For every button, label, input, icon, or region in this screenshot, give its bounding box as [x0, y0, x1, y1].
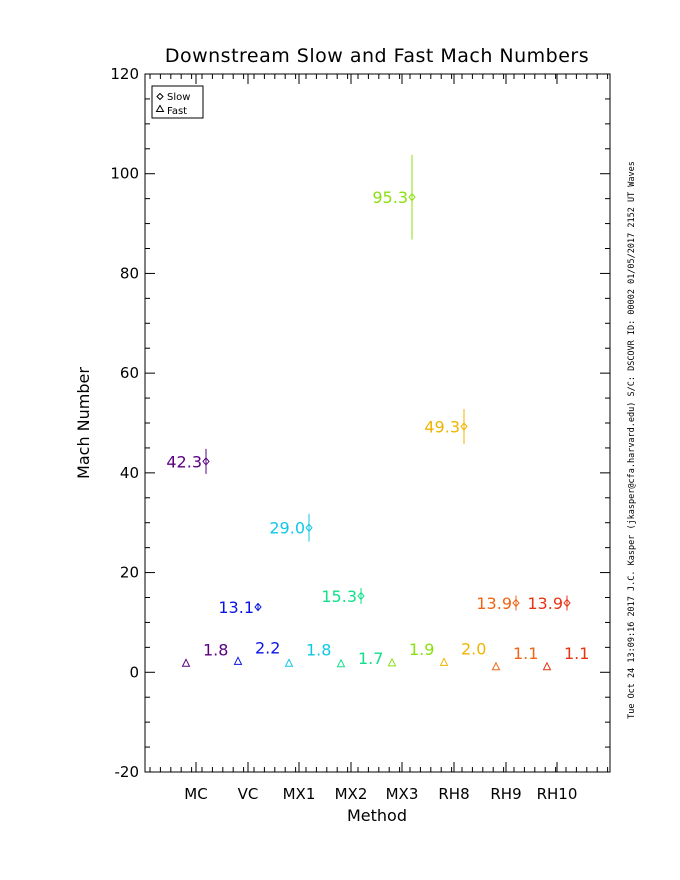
- fast-point: [387, 657, 397, 667]
- legend-slow-label: Slow: [167, 92, 190, 103]
- side-annotation: Tue Oct 24 13:09:16 2017 J.C. Kasper (jk…: [627, 161, 637, 719]
- x-axis-ticks: MC VC MX1 MX2 MX3 RH8 RH9 RH10: [149, 74, 609, 803]
- fast-value-label: 1.8: [306, 640, 331, 659]
- chart-title: Downstream Slow and Fast Mach Numbers: [165, 45, 589, 67]
- x-tick-label: MX2: [335, 785, 368, 803]
- slow-point: [563, 598, 571, 608]
- y-tick-label: 20: [120, 564, 139, 582]
- y-tick-label: 0: [129, 663, 139, 681]
- fast-point: [542, 661, 552, 671]
- slow-value-label: 13.9: [476, 594, 512, 613]
- x-tick-label: MC: [184, 785, 207, 803]
- legend: Slow Fast: [151, 85, 204, 119]
- slow-value-label: 15.3: [321, 587, 357, 606]
- slow-value-label: 13.9: [527, 594, 563, 613]
- fast-value-label: 1.1: [564, 644, 589, 663]
- x-tick-label: RH9: [490, 785, 521, 803]
- legend-fast-label: Fast: [167, 106, 187, 117]
- x-tick-label: MX1: [283, 785, 316, 803]
- y-tick-label: 80: [120, 264, 139, 282]
- legend-fast-marker: [155, 104, 165, 112]
- fast-point: [491, 661, 501, 671]
- fast-point: [181, 658, 191, 667]
- fast-value-label: 2.0: [461, 639, 486, 658]
- fast-value-label: 1.7: [358, 649, 383, 668]
- slow-point: [512, 598, 520, 608]
- slow-point: [460, 422, 468, 431]
- x-axis-label: Method: [347, 806, 407, 825]
- y-tick-label: 60: [120, 364, 139, 382]
- legend-slow-marker: [156, 92, 164, 101]
- fast-value-label: 2.2: [255, 638, 280, 657]
- slow-point: [408, 192, 416, 202]
- y-axis-label: Mach Number: [74, 367, 93, 479]
- fast-value-label: 1.1: [513, 644, 538, 663]
- slow-point: [254, 602, 262, 612]
- legend-box: [151, 85, 204, 119]
- y-tick-label: -20: [115, 763, 140, 781]
- y-tick-label: 40: [120, 464, 139, 482]
- slow-point: [202, 457, 210, 466]
- fast-value-label: 1.8: [203, 640, 228, 659]
- fast-point: [336, 658, 346, 668]
- slow-value-label: 42.3: [166, 452, 202, 471]
- x-tick-label: RH8: [438, 785, 469, 803]
- fast-point: [233, 656, 243, 665]
- x-tick-label: RH10: [537, 785, 578, 803]
- fast-point: [439, 657, 449, 666]
- slow-value-label: 29.0: [269, 519, 305, 538]
- slow-value-label: 95.3: [372, 188, 408, 207]
- fast-point: [284, 658, 294, 667]
- slow-point: [305, 523, 313, 532]
- slow-value-label: 13.1: [218, 598, 254, 617]
- fast-value-label: 1.9: [409, 640, 434, 659]
- x-tick-label: VC: [238, 785, 259, 803]
- slow-point: [357, 591, 365, 601]
- y-axis-ticks: -20 0 20 40 60 80 100 120: [110, 65, 610, 781]
- y-tick-label: 120: [110, 65, 139, 83]
- y-tick-label: 100: [110, 165, 139, 183]
- slow-value-label: 49.3: [424, 417, 460, 436]
- x-tick-label: MX3: [386, 785, 419, 803]
- data-marks: 1.8 42.3 2.2 13.1 1.8 29.0 1.7 15.3 1.9 95.3 2.0 49…: [166, 154, 589, 671]
